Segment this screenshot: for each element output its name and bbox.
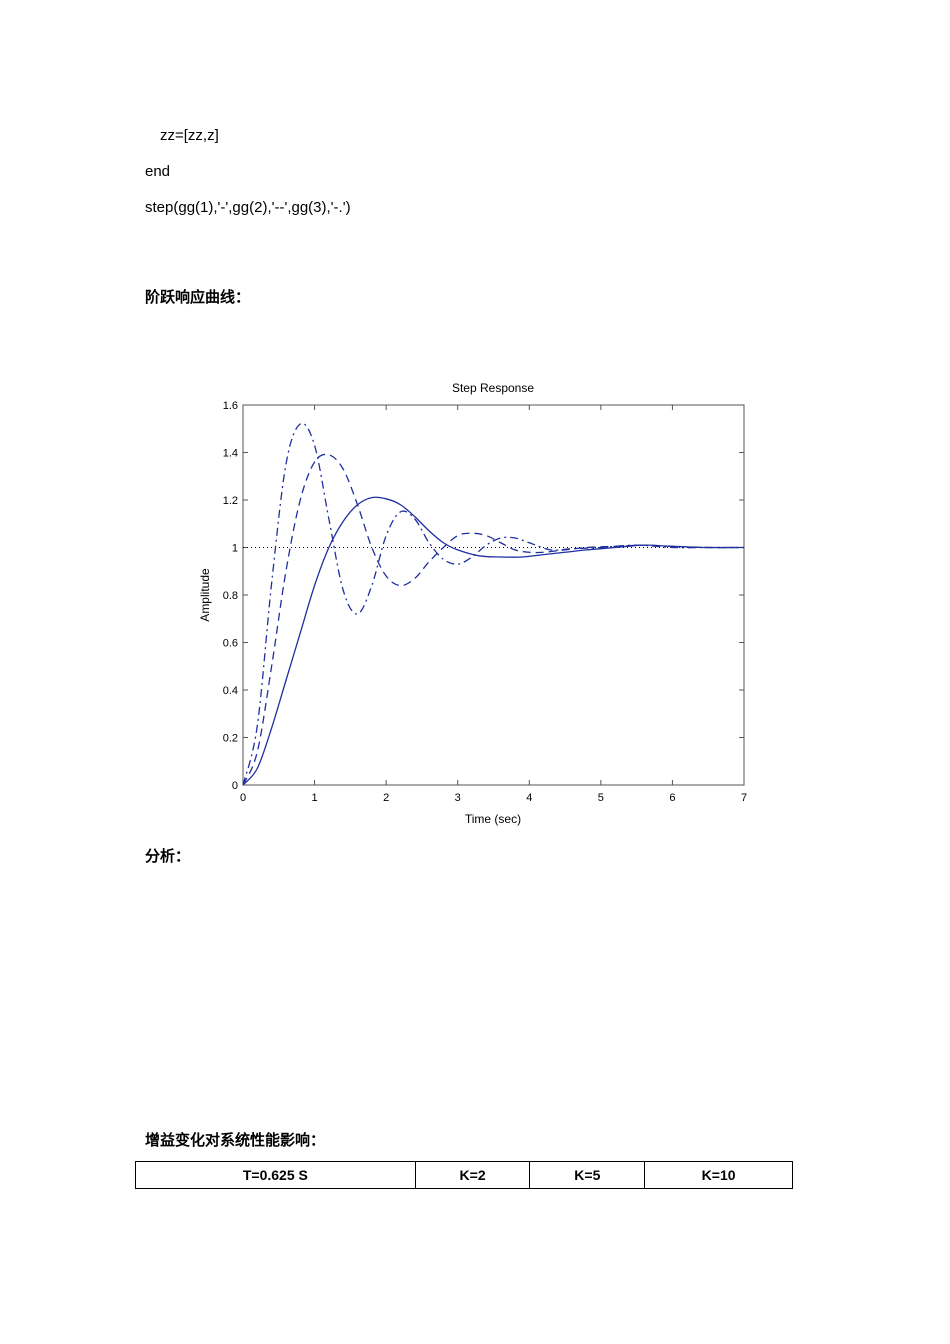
table-header-cell: K=10 xyxy=(644,1161,793,1189)
y-tick-label: 0.6 xyxy=(223,638,238,650)
x-tick-label: 4 xyxy=(526,792,532,804)
y-tick-label: 0.4 xyxy=(223,685,238,697)
table-header-cell: K=5 xyxy=(529,1161,646,1189)
table-header-cell: K=2 xyxy=(414,1161,531,1189)
step-curve-heading: 阶跃响应曲线： xyxy=(145,289,251,306)
code-line-3: step(gg(1),'-',gg(2),'--',gg(3),'-.') xyxy=(145,199,351,216)
x-tick-label: 6 xyxy=(669,792,675,804)
table-row: T=0.625 S K=2 K=5 K=10 xyxy=(135,1161,793,1189)
y-tick-label: 0.8 xyxy=(223,590,238,602)
x-tick-label: 7 xyxy=(741,792,747,804)
chart-svg: 0 1 2 3 4 5 6 7 0 0.2 0.4 0.6 0.8 1 1.2 1.4 1.6 Step Res… xyxy=(198,381,747,826)
plot-area xyxy=(242,404,745,786)
series-line-1 xyxy=(242,496,745,786)
gain-effect-heading: 增益变化对系统性能影响： xyxy=(145,1132,326,1149)
x-tick-label: 2 xyxy=(383,792,389,804)
series-line-3 xyxy=(242,422,744,786)
series-line-2 xyxy=(242,453,745,786)
x-tick-label: 3 xyxy=(455,792,461,804)
y-axis-label: Amplitude xyxy=(198,568,212,622)
y-tick-label: 0.2 xyxy=(223,733,238,745)
chart-title: Step Response xyxy=(452,381,534,395)
x-axis-label: Time (sec) xyxy=(465,812,521,826)
code-line-2: end xyxy=(145,163,171,180)
code-line-1: zz=[zz,z] xyxy=(160,127,219,144)
y-tick-label: 1.2 xyxy=(223,495,238,507)
x-tick-label: 0 xyxy=(240,792,246,804)
y-tick-label: 1 xyxy=(232,543,238,555)
table-header-cell: T=0.625 S xyxy=(135,1161,416,1189)
y-tick-label: 1.6 xyxy=(223,400,238,412)
y-tick-label: 0 xyxy=(232,780,238,792)
step-response-chart: 0 1 2 3 4 5 6 7 0 0.2 0.4 0.6 0.8 1 1.2 1.4 1.6 Step Res… xyxy=(190,372,770,832)
performance-table: T=0.625 S K=2 K=5 K=10 xyxy=(135,1161,793,1189)
y-tick-label: 1.4 xyxy=(223,448,238,460)
x-tick-label: 1 xyxy=(312,792,318,804)
analysis-heading: 分析： xyxy=(145,848,191,865)
x-tick-label: 5 xyxy=(598,792,604,804)
